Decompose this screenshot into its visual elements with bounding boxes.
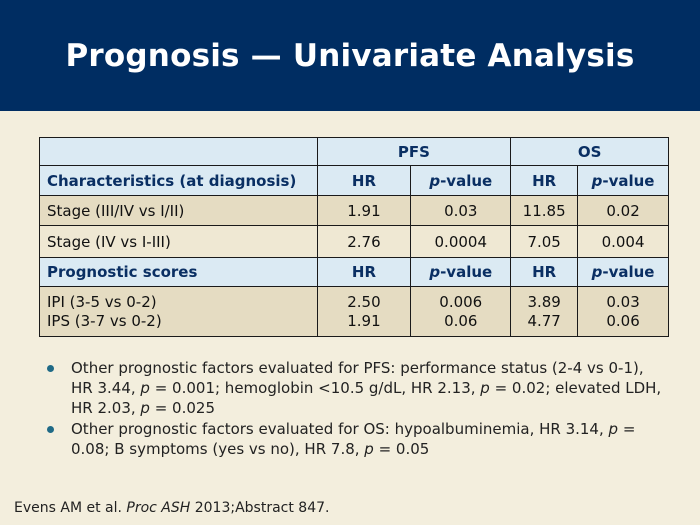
table-row: IPI (3-5 vs 0-2) IPS (3-7 vs 0-2) 2.50 1.9…: [39, 286, 669, 337]
slide-title: Prognosis — Univariate Analysis: [65, 37, 635, 74]
pfs-p-cell: 0.006 0.06: [410, 286, 512, 337]
bullet-list: Other prognostic factors evaluated for P…: [47, 358, 667, 460]
row-label: Stage (III/IV vs I/II): [39, 195, 318, 226]
list-item: Other prognostic factors evaluated for P…: [47, 358, 667, 418]
pfs-hr-cell: 1.91: [316, 195, 412, 226]
univariate-table: PFS OS Characteristics (at diagnosis) HR…: [39, 137, 669, 337]
pfs-hr-header: HR: [316, 257, 412, 287]
os-hr-header: HR: [510, 165, 579, 196]
bullet-dot-icon: [47, 365, 54, 372]
title-bar: [0, 0, 700, 111]
os-hr-cell: 3.89 4.77: [510, 286, 579, 337]
ips-label: IPS (3-7 vs 0-2): [47, 311, 162, 330]
pfs-hr-cell: 2.50 1.91: [316, 286, 412, 337]
empty-corner-cell: [39, 137, 318, 166]
os-hr-header: HR: [510, 257, 579, 287]
scores-header-row: Prognostic scores HR p-value HR p-value: [39, 257, 669, 287]
pfs-p-header: p-value: [410, 165, 512, 196]
os-p-header: p-value: [577, 165, 669, 196]
pfs-hr-header: HR: [316, 165, 412, 196]
os-p-header: p-value: [577, 257, 669, 287]
pfs-p-header: p-value: [410, 257, 512, 287]
os-p-cell: 0.03 0.06: [577, 286, 669, 337]
characteristics-header: Characteristics (at diagnosis): [39, 165, 318, 196]
pfs-p-cell: 0.03: [410, 195, 512, 226]
os-hr-cell: 7.05: [510, 225, 579, 258]
pfs-p-cell: 0.0004: [410, 225, 512, 258]
pfs-group-header: PFS: [316, 137, 512, 166]
list-item: Other prognostic factors evaluated for O…: [47, 419, 667, 459]
os-hr-cell: 11.85: [510, 195, 579, 226]
prognostic-scores-header: Prognostic scores: [39, 257, 318, 287]
group-header-row: PFS OS: [39, 137, 669, 166]
table-row: Stage (III/IV vs I/II) 1.91 0.03 11.85 0…: [39, 195, 669, 226]
reference-citation: Evens AM et al. Proc ASH 2013;Abstract 8…: [14, 500, 330, 516]
table-row: Stage (IV vs I-III) 2.76 0.0004 7.05 0.0…: [39, 225, 669, 258]
row-label: Stage (IV vs I-III): [39, 225, 318, 258]
ipi-label: IPI (3-5 vs 0-2): [47, 292, 157, 311]
row-label: IPI (3-5 vs 0-2) IPS (3-7 vs 0-2): [39, 286, 318, 337]
pfs-hr-cell: 2.76: [316, 225, 412, 258]
os-p-cell: 0.004: [577, 225, 669, 258]
bullet-dot-icon: [47, 426, 54, 433]
os-p-cell: 0.02: [577, 195, 669, 226]
os-group-header: OS: [510, 137, 669, 166]
column-header-row: Characteristics (at diagnosis) HR p-valu…: [39, 165, 669, 196]
